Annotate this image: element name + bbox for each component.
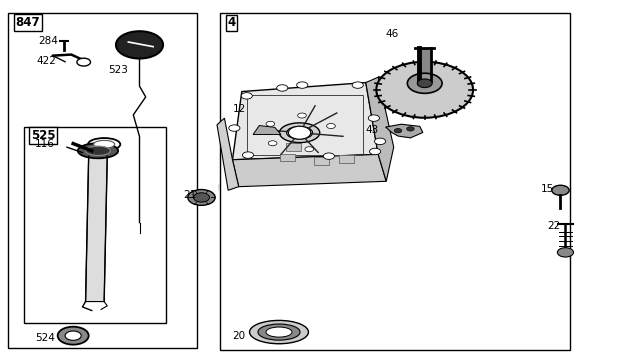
Circle shape xyxy=(305,147,314,152)
Text: 847: 847 xyxy=(16,16,40,29)
Ellipse shape xyxy=(286,126,312,139)
Polygon shape xyxy=(217,118,239,190)
Polygon shape xyxy=(366,77,394,181)
Circle shape xyxy=(65,331,81,340)
Circle shape xyxy=(417,79,432,88)
Bar xyxy=(314,157,329,165)
Circle shape xyxy=(229,125,240,131)
Text: 524: 524 xyxy=(35,333,55,343)
Ellipse shape xyxy=(249,320,309,344)
Bar xyxy=(8,13,197,348)
Circle shape xyxy=(407,127,414,131)
Text: 15: 15 xyxy=(541,184,554,194)
Circle shape xyxy=(368,115,379,121)
Circle shape xyxy=(376,62,473,118)
Text: 22: 22 xyxy=(547,221,560,231)
Circle shape xyxy=(268,141,277,146)
Circle shape xyxy=(58,327,89,345)
Ellipse shape xyxy=(280,123,320,143)
Circle shape xyxy=(116,31,163,59)
Polygon shape xyxy=(232,154,386,187)
Text: 46: 46 xyxy=(386,29,399,39)
Circle shape xyxy=(394,129,402,133)
Circle shape xyxy=(188,190,215,205)
Circle shape xyxy=(297,82,308,88)
Text: 12: 12 xyxy=(232,104,246,115)
Circle shape xyxy=(352,82,363,88)
Bar xyxy=(24,127,166,323)
Text: 525: 525 xyxy=(31,129,56,142)
Circle shape xyxy=(77,58,91,66)
Circle shape xyxy=(324,153,334,159)
Ellipse shape xyxy=(86,146,110,155)
Ellipse shape xyxy=(94,140,115,148)
Circle shape xyxy=(193,193,210,202)
Circle shape xyxy=(370,148,381,155)
Text: 21: 21 xyxy=(184,190,197,200)
Ellipse shape xyxy=(88,138,120,151)
Bar xyxy=(220,13,570,350)
Polygon shape xyxy=(86,156,107,302)
Text: 43: 43 xyxy=(366,125,379,135)
Text: 4: 4 xyxy=(228,16,236,29)
Circle shape xyxy=(242,152,254,158)
Bar xyxy=(280,154,294,162)
Polygon shape xyxy=(232,83,378,160)
Polygon shape xyxy=(386,124,423,138)
Circle shape xyxy=(277,85,288,91)
Text: 422: 422 xyxy=(36,56,56,66)
Bar xyxy=(247,95,363,155)
Text: 523: 523 xyxy=(108,65,128,75)
Circle shape xyxy=(327,123,335,129)
Text: 20: 20 xyxy=(232,331,246,341)
Ellipse shape xyxy=(258,324,300,340)
Circle shape xyxy=(407,73,442,93)
Circle shape xyxy=(241,93,252,99)
Circle shape xyxy=(288,126,311,139)
Circle shape xyxy=(374,138,386,145)
Circle shape xyxy=(298,113,306,118)
Text: eReplacementParts.com: eReplacementParts.com xyxy=(216,179,404,194)
Circle shape xyxy=(552,185,569,195)
Circle shape xyxy=(266,121,275,126)
Text: 284: 284 xyxy=(38,36,58,46)
Polygon shape xyxy=(253,126,281,135)
Bar xyxy=(286,143,301,151)
Bar xyxy=(339,155,353,163)
Ellipse shape xyxy=(78,143,118,158)
Ellipse shape xyxy=(266,327,292,337)
Circle shape xyxy=(557,248,574,257)
Text: 116: 116 xyxy=(35,139,55,149)
